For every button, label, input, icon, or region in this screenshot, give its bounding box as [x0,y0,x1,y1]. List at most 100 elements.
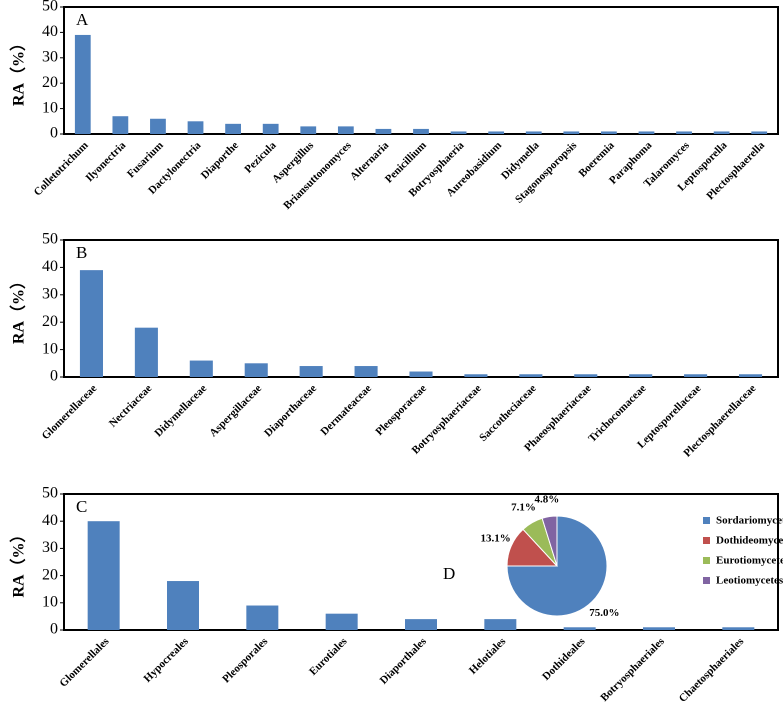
bar [563,627,596,630]
x-tick-label: Eurotiales [307,635,350,678]
bar [112,116,129,134]
y-tick-label: 0 [50,125,58,142]
bar [713,131,730,134]
bar [354,366,378,377]
x-tick-label: Colletotrichum [32,139,91,198]
slice-label: 75.0% [589,607,619,619]
y-axis-label: RA（%） [10,273,28,344]
x-tick-label: Helotiales [467,635,509,677]
bar [189,360,213,377]
bar [488,131,505,134]
bar [300,126,317,134]
bar [375,128,392,134]
legend-label: Dothideomycetes [716,535,783,547]
y-tick-label: 30 [42,539,58,556]
x-tick-label: Pezicula [242,139,278,175]
bar [484,619,517,630]
y-tick-label: 40 [42,23,58,40]
bar [244,363,268,377]
legend-label: Eurotiomycetes [716,555,783,567]
y-tick-label: 50 [42,0,58,15]
bar [187,121,204,134]
bar [722,627,755,630]
y-tick-label: 50 [42,485,58,502]
x-tick-label: Pleosporaceae [373,382,429,438]
y-axis-label: RA（%） [10,526,28,597]
legend-swatch [703,557,710,564]
bar [405,619,437,630]
x-tick-label: Dermateaceae [318,382,374,438]
y-tick-label: 10 [42,593,58,610]
bar [409,371,433,377]
legend-swatch [703,537,710,544]
bar [134,327,158,377]
panel-label: A [76,10,89,29]
x-tick-label: Nectriaceae [107,382,154,429]
y-axis-label: RA（%） [10,35,28,106]
bar [150,118,166,134]
bar [739,374,763,377]
bar [629,374,653,377]
x-tick-label: Glomerellales [57,635,112,690]
bar [638,131,655,134]
bar [413,128,429,134]
y-tick-label: 0 [50,368,58,385]
x-tick-label: Glomerellaceae [40,382,100,442]
pie-slice [506,515,608,617]
bar [450,131,467,134]
x-tick-label: Saccotheciaceae [477,382,539,444]
slice-label: 4.8% [535,493,560,505]
bar [684,374,708,377]
bar [246,605,279,630]
bar [299,366,323,377]
x-tick-label: Aspergillaceae [207,382,264,439]
panel-label: B [76,243,87,262]
panel-label: D [443,564,455,583]
x-tick-label: Trichocomaceae [586,382,648,444]
bar [676,131,692,134]
slice-label: 7.1% [511,502,536,514]
x-tick-label: Diaporthe [199,139,241,181]
bar [525,131,542,134]
y-tick-label: 50 [42,231,58,248]
x-tick-label: Ilyonectria [83,139,128,184]
bar [601,131,617,134]
bar [87,521,120,630]
y-tick-label: 20 [42,313,58,330]
bar [751,131,768,134]
x-tick-label: Briansuttonomyces [281,139,354,212]
bar [563,131,580,134]
x-tick-label: Diaporthaceae [262,382,319,439]
x-tick-label: Hypocreales [142,635,192,685]
x-tick-label: Didymellaceae [152,382,209,439]
panel-label: C [76,497,87,516]
bar [464,374,488,377]
y-tick-label: 0 [50,621,58,638]
x-tick-label: Chaetosphaeriales [677,635,747,705]
bar [574,374,598,377]
bar [337,126,354,134]
x-tick-label: Dothideales [540,635,588,683]
bar [167,581,199,630]
legend-swatch [703,577,710,584]
y-tick-label: 10 [42,340,58,357]
legend-swatch [703,517,710,524]
y-tick-label: 30 [42,48,58,65]
bar [643,627,675,630]
bar [225,123,241,134]
slice-label: 13.1% [480,533,510,545]
y-tick-label: 40 [42,258,58,275]
legend-label: Sordariomycetes [716,515,783,527]
bar [519,374,543,377]
y-tick-label: 40 [42,512,58,529]
bar [74,34,91,134]
y-tick-label: 10 [42,99,58,116]
x-tick-label: Pleosporales [220,635,270,685]
bar [79,270,103,377]
x-tick-label: Botryosphaeriales [598,635,667,704]
x-tick-label: Diaporthales [378,635,430,687]
y-tick-label: 20 [42,566,58,583]
pie-slice [541,515,558,567]
bar [325,613,358,630]
